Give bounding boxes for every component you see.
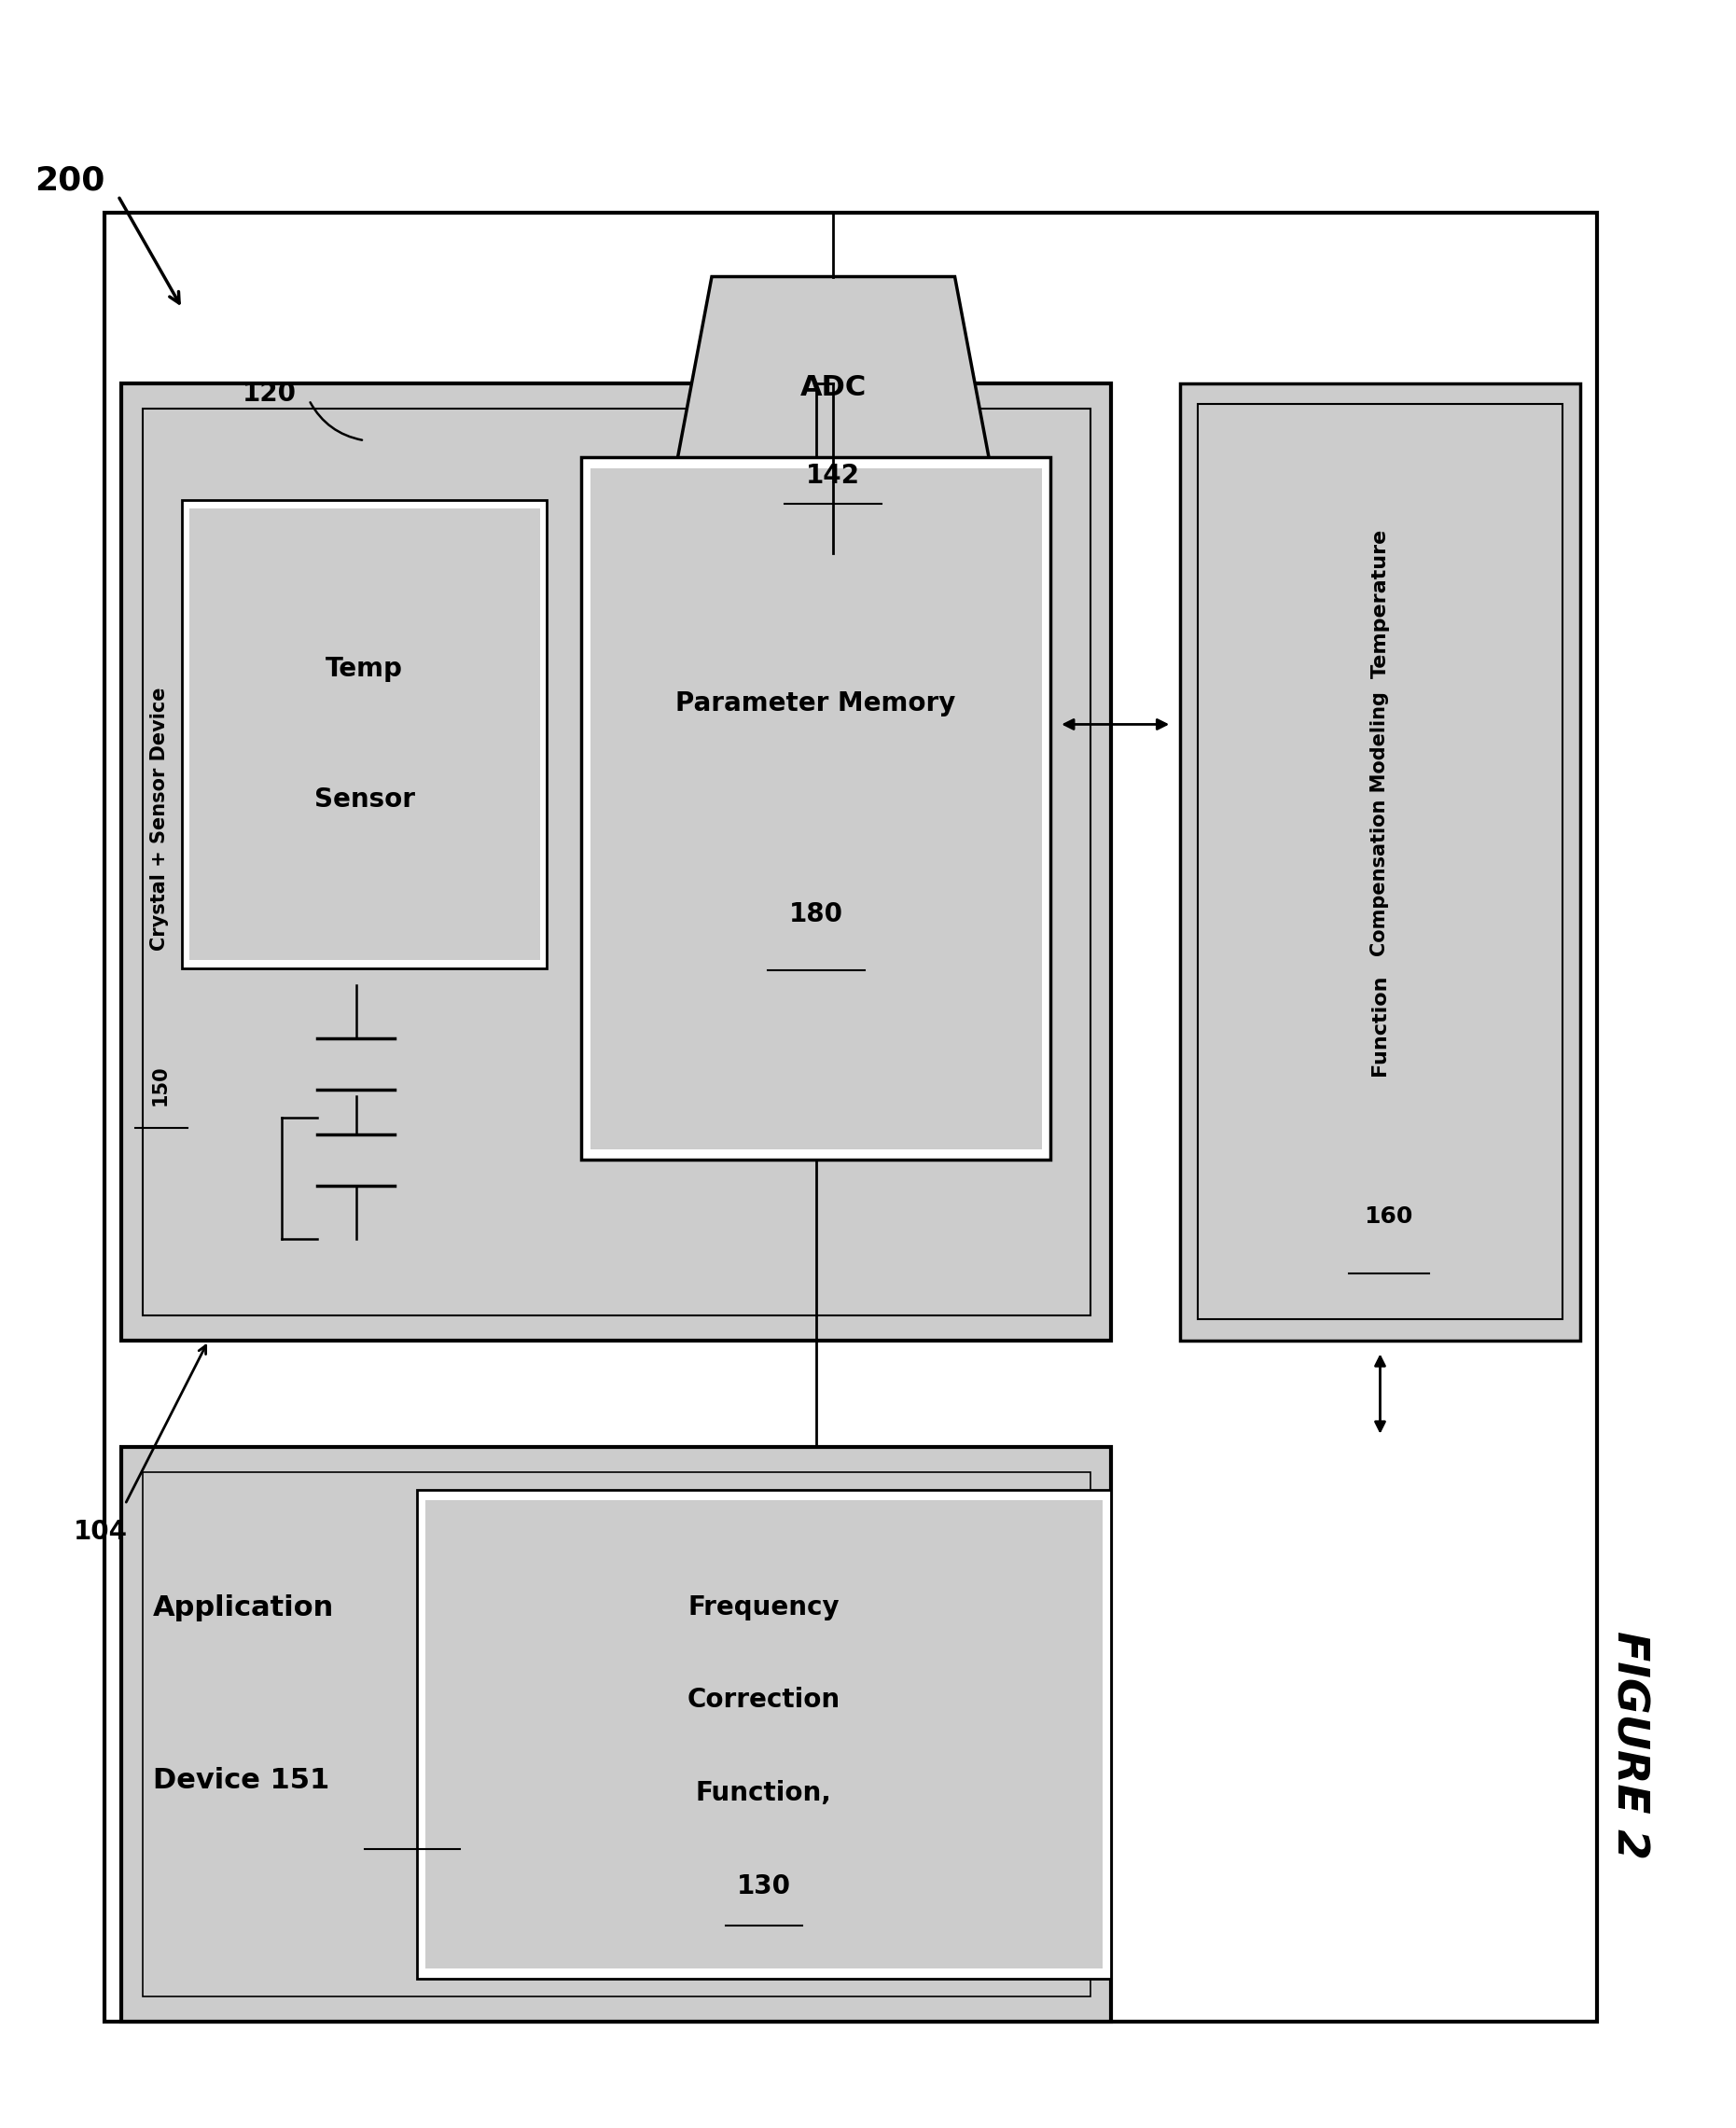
Text: 142: 142 — [806, 462, 861, 489]
Text: Function,: Function, — [696, 1779, 832, 1807]
Text: 104: 104 — [73, 1519, 128, 1545]
Text: 200: 200 — [35, 166, 104, 196]
Bar — [189, 509, 540, 960]
Text: Parameter Memory: Parameter Memory — [675, 689, 957, 717]
Text: 150: 150 — [151, 1064, 168, 1107]
Text: Device 151: Device 151 — [153, 1766, 330, 1794]
Bar — [122, 1447, 1111, 2022]
Bar — [142, 1473, 1090, 1996]
Bar — [590, 468, 1042, 1149]
Bar — [417, 1490, 1111, 1979]
Text: FIGURE 2: FIGURE 2 — [1608, 1630, 1649, 1860]
Bar — [122, 383, 1111, 1341]
Bar — [425, 1500, 1102, 1968]
Text: Application: Application — [153, 1594, 333, 1622]
Bar — [104, 213, 1597, 2022]
Bar — [582, 458, 1050, 1160]
Text: Sensor: Sensor — [314, 787, 415, 813]
Bar — [1180, 383, 1580, 1341]
Text: Temp: Temp — [326, 655, 403, 681]
Bar — [1198, 404, 1562, 1319]
Text: Correction: Correction — [687, 1688, 840, 1713]
Text: Compensation Modeling: Compensation Modeling — [1371, 692, 1389, 955]
Text: Temperature: Temperature — [1371, 528, 1389, 679]
Text: Crystal + Sensor Device: Crystal + Sensor Device — [151, 687, 168, 951]
Text: Frequency: Frequency — [687, 1594, 840, 1619]
Text: 180: 180 — [788, 900, 844, 928]
Text: 120: 120 — [241, 381, 297, 406]
Polygon shape — [660, 277, 1007, 553]
Text: Function: Function — [1371, 975, 1389, 1075]
Text: 130: 130 — [736, 1873, 792, 1898]
Bar — [182, 500, 547, 968]
Text: 160: 160 — [1364, 1204, 1413, 1228]
Bar — [142, 409, 1090, 1315]
Text: ADC: ADC — [800, 375, 866, 400]
